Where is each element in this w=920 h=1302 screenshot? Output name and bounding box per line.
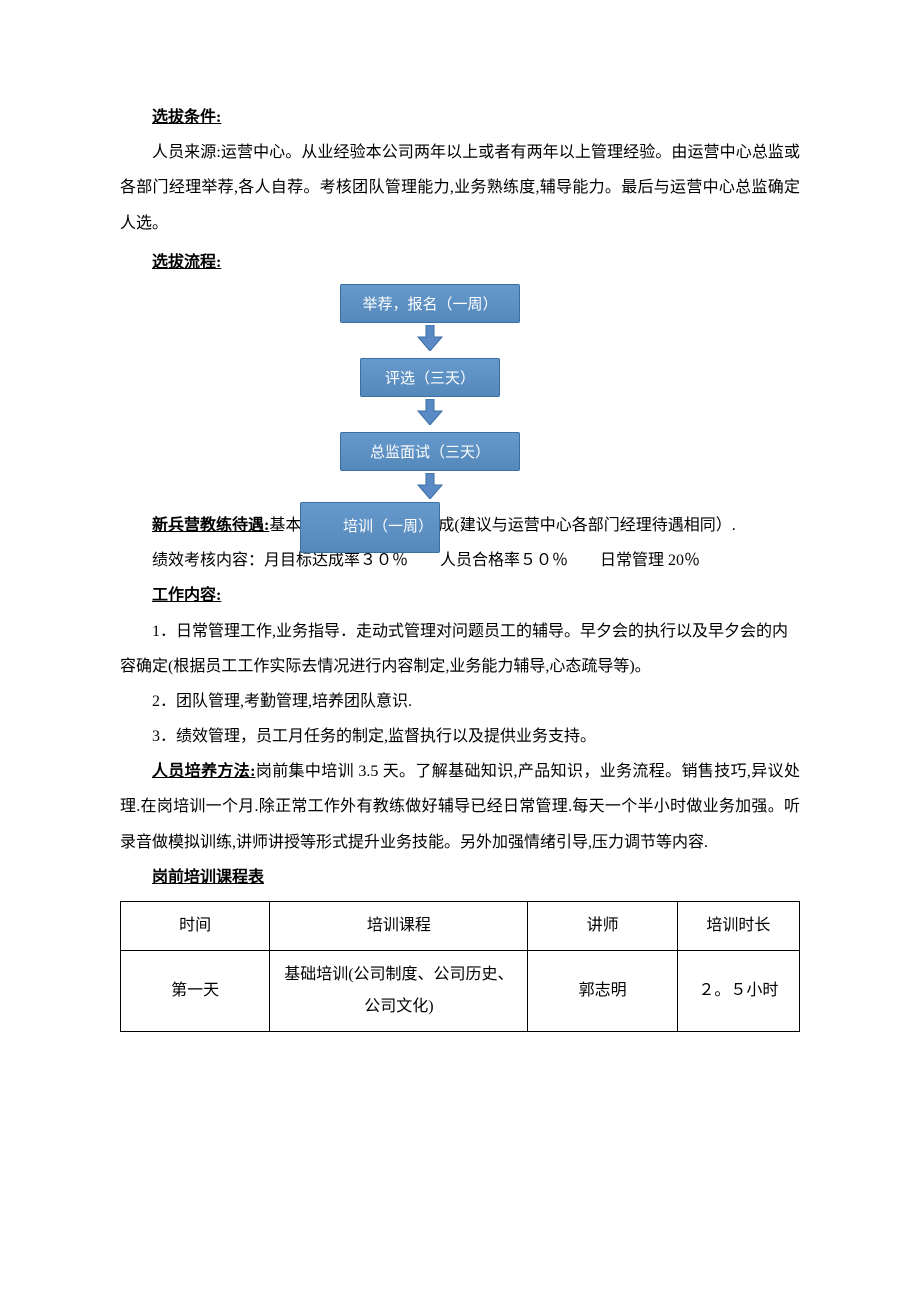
heading-job-content: 工作内容: [152, 587, 221, 604]
flow-node-3: 总监面试（三天） [340, 432, 520, 471]
section-schedule: 岗前培训课程表 [120, 860, 800, 895]
heading-coach-compensation: 新兵营教练待遇: [152, 517, 269, 534]
section-selection-process: 选拔流程: [120, 245, 800, 280]
arrow-down-icon [416, 473, 444, 499]
cell-teacher: 郭志明 [528, 951, 677, 1032]
table-header-row: 时间 培训课程 讲师 培训时长 [121, 902, 800, 951]
cell-time: 第一天 [121, 951, 270, 1032]
job-item-3: 3．绩效管理，员工月任务的制定,监督执行以及提供业务支持。 [120, 719, 800, 754]
heading-selection-process: 选拔流程: [152, 254, 221, 271]
heading-selection-criteria: 选拔条件: [152, 109, 221, 126]
col-time: 时间 [121, 902, 270, 951]
col-course: 培训课程 [270, 902, 528, 951]
heading-schedule: 岗前培训课程表 [152, 869, 264, 886]
schedule-table: 时间 培训课程 讲师 培训时长 第一天 基础培训(公司制度、公司历史、公司文化)… [120, 901, 800, 1032]
cell-duration: ２。５小时 [677, 951, 799, 1032]
section-training-method: 人员培养方法:岗前集中培训 3.5 天。了解基础知识,产品知识，业务流程。销售技… [120, 754, 800, 860]
line-performance-metrics: 绩效考核内容：月目标达成率３０％ 人员合格率５０％ 日常管理 20％ [120, 543, 800, 578]
table-row: 第一天 基础培训(公司制度、公司历史、公司文化) 郭志明 ２。５小时 [121, 951, 800, 1032]
body-selection-criteria: 人员来源:运营中心。从业经验本公司两年以上或者有两年以上管理经验。由运营中心总监… [120, 135, 800, 241]
flow-arrow-1 [300, 325, 560, 356]
flow-arrow-3 [300, 473, 560, 504]
section-selection-criteria: 选拔条件: [120, 100, 800, 135]
flow-arrow-2 [300, 399, 560, 430]
cell-course: 基础培训(公司制度、公司历史、公司文化) [270, 951, 528, 1032]
flow-node-1: 举荐，报名（一周） [340, 284, 520, 323]
arrow-down-icon [416, 399, 444, 425]
section-coach-compensation: 培训（一周） 新兵营教练待遇:基本工资+绩效工资＋提成(建议与运营中心各部门经理… [120, 508, 800, 543]
heading-training-method: 人员培养方法: [152, 763, 255, 780]
arrow-down-icon [416, 325, 444, 351]
section-job-content: 工作内容: [120, 578, 800, 613]
job-item-1: 1．日常管理工作,业务指导．走动式管理对问题员工的辅导。早夕会的执行以及早夕会的… [120, 614, 800, 684]
flowchart: 举荐，报名（一周） 评选（三天） 总监面试（三天） [300, 284, 560, 504]
col-teacher: 讲师 [528, 902, 677, 951]
job-item-2: 2．团队管理,考勤管理,培养团队意识. [120, 684, 800, 719]
flow-node-4: 培训（一周） [300, 502, 440, 553]
flow-node-2: 评选（三天） [360, 358, 500, 397]
col-duration: 培训时长 [677, 902, 799, 951]
